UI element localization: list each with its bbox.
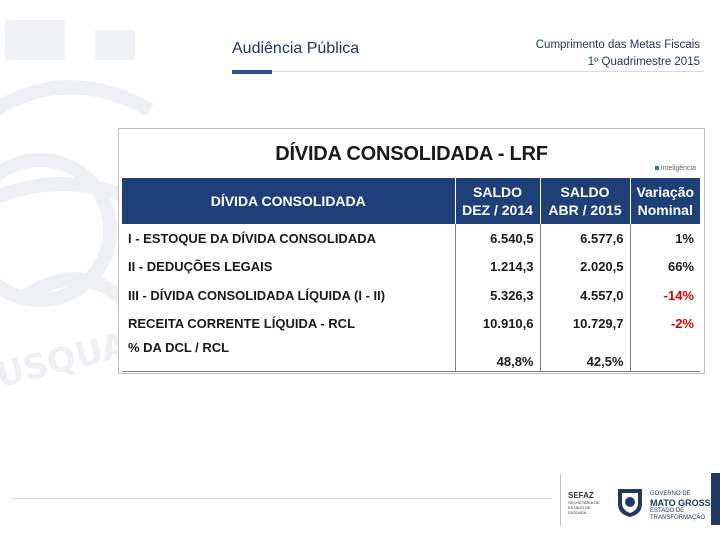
cell-variacao: 1% (675, 230, 694, 246)
sefaz-logo-sub: SECRETARIA DE ESTADO DE FAZENDA (568, 500, 600, 515)
government-logo: GOVERNO DE MATO GROSSO ESTADO DE TRANSFO… (650, 491, 720, 522)
cell-variacao: -2% (670, 316, 694, 332)
brand-edge-bar (711, 473, 720, 525)
source-note: Inteligência (654, 165, 696, 172)
footer-logo-separator (560, 474, 561, 526)
col-header-dez2014: SALDO DEZ / 2014 (454, 178, 540, 224)
table-row: % DA DCL / RCL 48,8% 42,5% (122, 338, 700, 372)
table-row: I - ESTOQUE DA DÍVIDA CONSOLIDADA 6.540,… (122, 224, 700, 253)
cell-variacao (630, 338, 700, 372)
cell-dez2014: 5.326,3 (455, 281, 541, 310)
table-row: II - DEDUÇÕES LEGAIS 1.214,3 2.020,5 66% (122, 252, 700, 281)
cell-abr2015: 6.577,6 (540, 224, 631, 253)
row-label: % DA DCL / RCL (122, 338, 456, 372)
source-bullet-icon (654, 166, 659, 171)
debt-table: DÍVIDA CONSOLIDADA SALDO DEZ / 2014 SALDO… (122, 178, 700, 372)
sefaz-logo-name: SEFAZ (568, 491, 594, 500)
cell-variacao: 66% (667, 259, 694, 275)
gov-name: MATO GROSSO (650, 498, 718, 508)
row-label: II - DEDUÇÕES LEGAIS (122, 252, 456, 281)
header-subtitle: Cumprimento das Metas Fiscais 1º Quadrim… (536, 37, 700, 71)
presentation-title: Audiência Pública (232, 40, 360, 57)
cell-dez2014: 10.910,6 (455, 309, 541, 338)
sefaz-logo: SEFAZ SECRETARIA DE ESTADO DE FAZENDA (568, 491, 608, 515)
cell-variacao: -14% (663, 287, 694, 303)
cell-abr2015: 10.729,7 (540, 309, 631, 338)
source-note-text: Inteligência (660, 165, 696, 172)
row-label: I - ESTOQUE DA DÍVIDA CONSOLIDADA (122, 224, 456, 253)
mato-grosso-crest-icon (618, 489, 642, 517)
subtitle-line-2: 1º Quadrimestre 2015 (587, 56, 700, 68)
cell-dez2014: 48,8% (455, 338, 541, 372)
table-row: III - DÍVIDA CONSOLIDADA LÍQUIDA (I - II… (122, 281, 700, 310)
debt-table-card: DÍVIDA CONSOLIDADA - LRF Inteligência DÍ… (118, 128, 705, 374)
row-label: RECEITA CORRENTE LÍQUIDA - RCL (122, 309, 456, 338)
cell-abr2015: 4.557,0 (540, 281, 631, 310)
table-title: DÍVIDA CONSOLIDADA - LRF (275, 143, 548, 165)
col-header-description: DÍVIDA CONSOLIDADA (122, 178, 455, 224)
cell-dez2014: 1.214,3 (455, 252, 541, 281)
title-accent-bar (232, 70, 272, 74)
gov-prefix: GOVERNO DE (650, 491, 691, 497)
cell-dez2014: 6.540,5 (455, 224, 541, 253)
footer-divider (12, 498, 552, 499)
col-header-variacao: Variação Nominal (629, 178, 700, 224)
col-header-abr2015: SALDO ABR / 2015 (539, 178, 630, 224)
subtitle-line-1: Cumprimento das Metas Fiscais (535, 39, 700, 51)
table-row: RECEITA CORRENTE LÍQUIDA - RCL 10.910,6 … (122, 309, 700, 338)
cell-abr2015: 2.020,5 (540, 252, 631, 281)
gov-sub: ESTADO DE TRANSFORMAÇÃO (650, 508, 706, 521)
row-label: III - DÍVIDA CONSOLIDADA LÍQUIDA (I - II… (122, 281, 456, 310)
cell-abr2015: 42,5% (540, 338, 631, 372)
header-divider (272, 71, 704, 72)
table-header-row: DÍVIDA CONSOLIDADA SALDO DEZ / 2014 SALDO… (122, 178, 700, 224)
